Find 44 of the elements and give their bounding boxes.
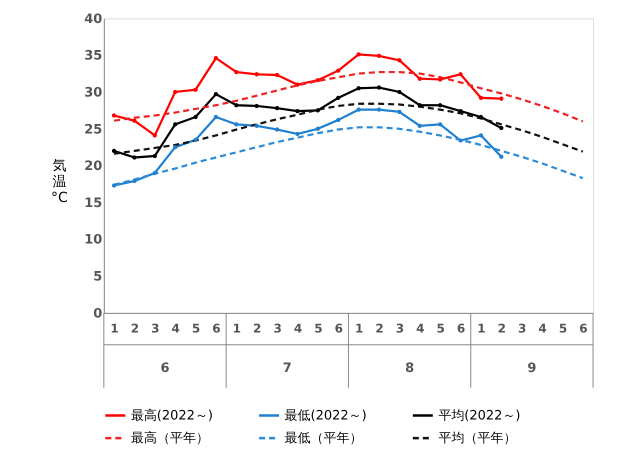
x-tick-label: 3 bbox=[151, 321, 160, 336]
x-tick-label: 1 bbox=[232, 321, 241, 336]
legend-label: 平均(2022～) bbox=[438, 408, 520, 424]
x-tick-label: 2 bbox=[253, 321, 262, 336]
legend-label: 最低（平年） bbox=[284, 431, 363, 446]
x-tick-label: 5 bbox=[192, 321, 200, 336]
x-tick-label: 3 bbox=[273, 321, 282, 336]
x-tick-label: 1 bbox=[354, 321, 364, 336]
x-tick-label: 3 bbox=[396, 321, 404, 336]
text: 9 bbox=[527, 360, 536, 376]
x-tick-label: 6 bbox=[579, 321, 588, 336]
x-tick-label: 3 bbox=[518, 321, 526, 336]
y-tick-label: 20 bbox=[84, 159, 102, 174]
x-tick-label: 2 bbox=[498, 321, 506, 336]
x-tick-label: 1 bbox=[110, 321, 119, 336]
y-tick-label: 5 bbox=[93, 270, 102, 285]
y-tick-label: 0 bbox=[93, 306, 102, 322]
y-axis-title: 気温°C bbox=[51, 158, 68, 206]
legend-label: 最低(2022～) bbox=[284, 408, 367, 424]
x-tick-label: 2 bbox=[375, 321, 384, 336]
x-tick-label: 5 bbox=[558, 321, 568, 336]
y-tick-label: 10 bbox=[84, 232, 102, 248]
y-tick-label: 25 bbox=[84, 122, 102, 138]
text: 7 bbox=[282, 360, 292, 376]
text: 6 bbox=[160, 360, 170, 376]
legend-label: 最高（平年） bbox=[130, 430, 209, 446]
y-tick-label: 35 bbox=[84, 48, 102, 64]
y-tick-label: 40 bbox=[84, 12, 102, 27]
x-tick-label: 6 bbox=[212, 321, 221, 336]
x-tick-label: 5 bbox=[436, 321, 445, 336]
x-tick-label: 2 bbox=[130, 321, 140, 336]
text: 8 bbox=[405, 360, 414, 376]
y-tick-label: 30 bbox=[84, 85, 102, 100]
x-tick-label: 5 bbox=[314, 321, 323, 336]
x-tick-label: 6 bbox=[456, 321, 466, 336]
x-tick-label: 4 bbox=[416, 321, 424, 336]
x-tick-label: 1 bbox=[477, 321, 486, 336]
legend-label: 最高(2022～) bbox=[130, 407, 213, 424]
x-tick-label: 6 bbox=[334, 321, 343, 336]
x-tick-label: 4 bbox=[538, 321, 547, 336]
y-tick-label: 15 bbox=[84, 196, 102, 211]
x-tick-label: 4 bbox=[172, 321, 180, 336]
legend-label: 平均（平年） bbox=[438, 431, 516, 446]
x-tick-label: 4 bbox=[294, 321, 302, 336]
